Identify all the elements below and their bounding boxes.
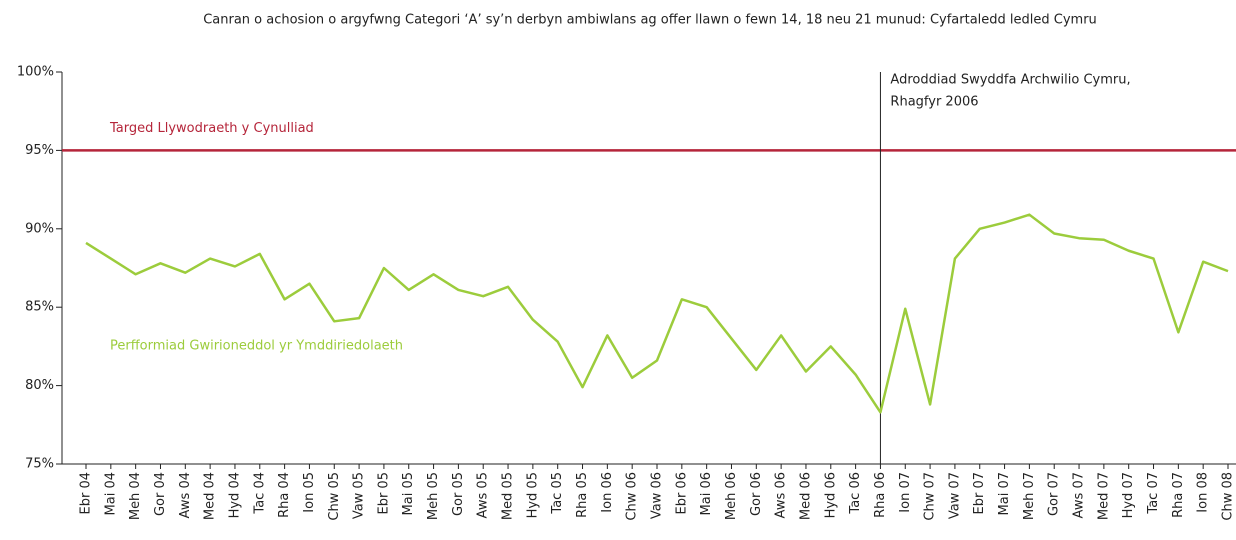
x-tick-label: Hyd 05 xyxy=(525,472,540,518)
x-tick-label: Med 06 xyxy=(798,472,813,520)
x-tick-label: Gor 04 xyxy=(153,472,168,516)
x-tick-label: Meh 07 xyxy=(1022,472,1037,520)
y-tick-label: 95% xyxy=(25,143,54,158)
x-tick-label: Aws 05 xyxy=(476,472,491,518)
x-tick-label: Chw 06 xyxy=(625,472,640,521)
x-tick-label: Chw 05 xyxy=(327,472,342,521)
marker-label: Rhagfyr 2006 xyxy=(890,95,978,110)
x-tick-label: Meh 05 xyxy=(426,472,441,520)
x-tick-label: Mai 07 xyxy=(997,472,1012,515)
x-tick-label: Rha 06 xyxy=(873,472,888,518)
x-tick-label: Ion 06 xyxy=(600,472,615,513)
chart-title: Canran o achosion o argyfwng Categori ‘A… xyxy=(203,13,1097,28)
x-tick-label: Ebr 05 xyxy=(376,472,391,515)
x-tick-label: Aws 04 xyxy=(178,472,193,518)
y-tick-label: 90% xyxy=(25,221,54,236)
x-tick-label: Tac 05 xyxy=(550,472,565,515)
x-tick-label: Gor 05 xyxy=(451,472,466,516)
target-label: Targed Llywodraeth y Cynulliad xyxy=(109,121,314,136)
x-tick-label: Med 07 xyxy=(1096,472,1111,520)
x-tick-label: Gor 06 xyxy=(749,472,764,516)
x-tick-label: Aws 06 xyxy=(774,472,789,518)
x-tick-label: Hyd 07 xyxy=(1121,472,1136,518)
x-tick-label: Gor 07 xyxy=(1047,472,1062,516)
y-tick-label: 80% xyxy=(25,378,54,393)
x-tick-label: Vaw 07 xyxy=(947,472,962,519)
x-tick-label: Ebr 06 xyxy=(674,472,689,515)
x-tick-label: Mai 06 xyxy=(699,472,714,515)
x-tick-label: Ebr 04 xyxy=(79,472,94,515)
x-tick-label: Chw 08 xyxy=(1221,472,1236,521)
x-tick-label: Ebr 07 xyxy=(972,472,987,515)
x-tick-label: Meh 06 xyxy=(724,472,739,520)
y-tick-label: 85% xyxy=(25,300,54,315)
x-tick-label: Med 04 xyxy=(203,472,218,520)
x-tick-label: Aws 07 xyxy=(1072,472,1087,518)
x-tick-label: Rha 04 xyxy=(277,472,292,518)
x-tick-label: Ion 08 xyxy=(1196,472,1211,513)
x-tick-label: Mai 05 xyxy=(401,472,416,515)
x-tick-label: Tac 06 xyxy=(848,472,863,515)
x-tick-label: Rha 07 xyxy=(1171,472,1186,518)
series-label: Perfformiad Gwirioneddol yr Ymddiriedola… xyxy=(110,339,403,354)
x-tick-label: Vaw 06 xyxy=(650,472,665,519)
x-tick-label: Meh 04 xyxy=(128,472,143,520)
marker-label: Adroddiad Swyddfa Archwilio Cymru, xyxy=(890,73,1130,88)
x-tick-label: Rha 05 xyxy=(575,472,590,518)
x-tick-label: Hyd 06 xyxy=(823,472,838,518)
x-tick-label: Hyd 04 xyxy=(227,472,242,518)
y-tick-label: 75% xyxy=(25,457,54,472)
x-tick-label: Med 05 xyxy=(501,472,516,520)
data-line xyxy=(85,213,1229,414)
x-tick-label: Vaw 05 xyxy=(352,472,367,519)
x-tick-label: Ion 05 xyxy=(302,472,317,513)
y-tick-label: 100% xyxy=(17,65,54,80)
x-tick-label: Mai 04 xyxy=(103,472,118,515)
x-tick-label: Tac 07 xyxy=(1146,472,1161,515)
x-tick-label: Tac 04 xyxy=(252,472,267,515)
x-tick-label: Chw 07 xyxy=(923,472,938,521)
x-tick-label: Ion 07 xyxy=(898,472,913,513)
